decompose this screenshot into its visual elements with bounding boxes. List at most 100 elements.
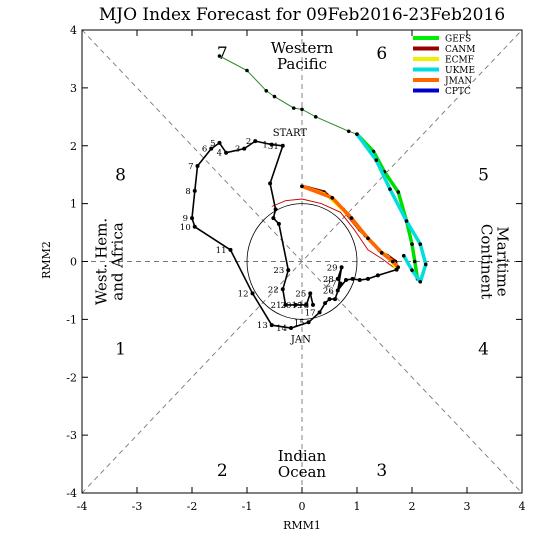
- observed-point: [217, 140, 222, 145]
- x-tick-label: 0: [299, 500, 306, 513]
- forecast-point: [396, 190, 401, 194]
- y-tick-label: -2: [66, 371, 77, 384]
- y-axis-label: RMM2: [40, 241, 53, 279]
- observed-point: [190, 216, 194, 221]
- forecast-point: [330, 196, 335, 200]
- observed-point: [280, 143, 285, 148]
- unit-circle: [246, 203, 358, 320]
- divider-diagonal-2: [81, 29, 523, 494]
- observed-day-label: 26: [323, 286, 334, 296]
- observed-day-label: 2: [246, 137, 251, 147]
- forecast-red-thin-line: [271, 198, 397, 270]
- region-label: West. Hem.and Africa: [93, 218, 127, 305]
- x-tick-label: 2: [409, 500, 416, 513]
- x-axis-label: RMM1: [283, 519, 321, 532]
- observed-point: [192, 188, 197, 193]
- observed-day-label: 17: [305, 308, 316, 318]
- forecast-point: [390, 259, 395, 264]
- forecast-line-canm: [301, 184, 399, 270]
- observed-day-label: 21: [271, 301, 282, 311]
- forecast-thin-point: [217, 54, 222, 58]
- observed-day-label: 23: [273, 266, 284, 276]
- legend-label: UKME: [445, 66, 475, 76]
- observed-point: [271, 216, 276, 221]
- observed-day-label: 19: [292, 301, 303, 311]
- observed-day-label: 6: [202, 145, 207, 155]
- observed-point: [323, 301, 328, 306]
- region-label-line: Pacific: [277, 55, 327, 73]
- forecast-thin-point: [264, 88, 269, 93]
- forecast-thin-point: [245, 68, 249, 73]
- forecast-point: [355, 132, 359, 136]
- observed-day-label: 14: [276, 324, 287, 334]
- x-tick-label: 4: [519, 500, 526, 513]
- observed-point: [269, 323, 274, 328]
- region-label-line: Western: [271, 39, 334, 57]
- observed-day-label: 12: [238, 289, 249, 299]
- forecast-point: [349, 216, 354, 220]
- forecast-point: [374, 158, 379, 163]
- forecast-point: [418, 279, 423, 284]
- observed-point: [268, 181, 273, 186]
- observed-point: [306, 320, 311, 325]
- y-tick-label: 3: [70, 82, 77, 95]
- y-tick-label: 2: [70, 140, 77, 153]
- observed-day-label: 20: [281, 301, 292, 311]
- y-tick-label: -3: [66, 429, 77, 442]
- annotation: JAN: [290, 335, 311, 346]
- forecast-thin-point: [313, 115, 318, 119]
- observed-point: [280, 287, 285, 292]
- observed-point: [335, 288, 340, 293]
- observed-point: [327, 297, 332, 302]
- region-label-line: West. Hem.: [93, 218, 111, 305]
- forecast-thin-point: [346, 129, 351, 134]
- legend-label: CANM: [445, 45, 475, 55]
- forecast-point: [379, 251, 384, 255]
- observed-day-label: 15: [294, 318, 305, 328]
- observed-point: [344, 278, 348, 283]
- observed-day-label: 13: [257, 321, 268, 331]
- forecast-point: [410, 268, 414, 272]
- observed-day-label: 9: [183, 214, 188, 224]
- annotation: START: [273, 128, 308, 139]
- observed-point: [209, 146, 214, 151]
- observed-point: [335, 276, 340, 281]
- observed-day-label: 25: [295, 289, 306, 299]
- forecast-point: [410, 242, 414, 246]
- phase-number: 8: [115, 166, 126, 186]
- observed-point: [286, 268, 291, 273]
- observed-day-label: 1: [262, 141, 267, 151]
- observed-point: [333, 297, 337, 302]
- phase-number: 1: [115, 339, 126, 359]
- observed-point: [338, 281, 343, 286]
- observed-day-label: 27: [326, 279, 337, 289]
- observed-day-label: 4: [217, 149, 222, 159]
- legend-label: JMAN: [444, 77, 472, 87]
- observed-point: [192, 224, 197, 229]
- forecast-point: [401, 253, 406, 258]
- forecast-line-ecmf: [301, 184, 399, 271]
- forecast-thin-point: [291, 106, 296, 110]
- forecast-point: [404, 219, 409, 223]
- observed-day-label: 11: [216, 246, 227, 256]
- x-tick-label: -4: [77, 500, 88, 513]
- observed-point: [394, 267, 399, 272]
- observed-point: [273, 207, 278, 212]
- observed-day-label: 8: [185, 187, 190, 197]
- observed-point: [357, 278, 362, 283]
- observed-point: [375, 273, 380, 278]
- observed-day-label: 18: [298, 301, 309, 311]
- phase-number: 7: [217, 44, 228, 64]
- forecast-point: [423, 262, 428, 267]
- forecast-point: [418, 242, 423, 246]
- x-tick-label: -1: [242, 500, 253, 513]
- observed-point: [339, 265, 344, 270]
- phase-number: 2: [217, 461, 228, 481]
- observed-day-label: 28: [323, 275, 334, 285]
- observed-point: [317, 310, 322, 315]
